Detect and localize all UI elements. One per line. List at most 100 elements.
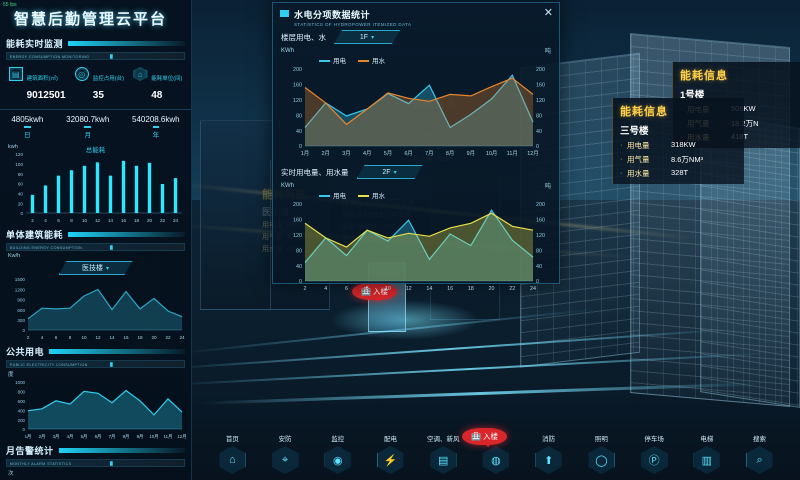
kpi-row: ▤ 建筑面积(㎡) 9012501 ◎ 监控占用(台) 35 ⌂ 能耗单位(间)…	[0, 67, 191, 103]
svg-text:2: 2	[27, 335, 30, 340]
svg-text:20: 20	[18, 201, 24, 206]
svg-text:4: 4	[324, 286, 327, 292]
floor-select-1f[interactable]: 1F ▾	[334, 30, 400, 44]
info-card-building-3[interactable]: 能耗信息 三号楼 · 用电量 318KW · 用气量 8.6万NM³ · 用水量 328T	[612, 98, 744, 184]
svg-text:7月: 7月	[109, 434, 116, 440]
page-title: 智慧后勤管理云平台	[14, 11, 168, 28]
section-header-alarm-statistics: 月告警统计	[0, 440, 191, 457]
nav-item-home[interactable]: 首页 ⌂	[208, 433, 256, 474]
svg-text:2月: 2月	[39, 434, 46, 440]
building-area-icon: ▤	[8, 67, 23, 81]
nav-item-security[interactable]: 安防 ⌖	[261, 433, 309, 474]
nav-item-parking[interactable]: 停车场 Ⓟ	[630, 433, 678, 474]
svg-text:20: 20	[151, 335, 157, 340]
svg-text:200: 200	[293, 202, 302, 208]
svg-text:40: 40	[536, 129, 542, 135]
svg-text:16: 16	[121, 218, 127, 223]
nav-item-search[interactable]: 搜索 ⌕	[736, 433, 784, 474]
svg-text:14: 14	[109, 335, 115, 340]
svg-text:200: 200	[18, 418, 26, 423]
kpi-value: 48	[151, 90, 163, 101]
svg-text:120: 120	[536, 98, 545, 104]
legend-item-water: 用水	[358, 55, 385, 65]
kpi-label: 能耗单位(间)	[151, 76, 183, 82]
chart-monthly-alarms: 次 010203040501月2月3月4月5月6月7月8月9月10月11月12月	[4, 469, 187, 480]
security-camera-icon: ⌖	[272, 446, 299, 474]
info-card-title: 能耗信息	[620, 106, 668, 118]
total-daily: 4805kwh 日	[11, 115, 43, 142]
section-header-energy-monitoring: 能耗实时监测	[0, 33, 191, 50]
svg-text:160: 160	[536, 83, 545, 89]
legend-item-electricity: 用电	[319, 55, 346, 65]
svg-text:40: 40	[536, 264, 542, 270]
floor-select-2f[interactable]: 2F ▾	[357, 165, 423, 179]
chart1-left-unit: KWh	[281, 47, 295, 54]
total-value: 540208.6kwh	[132, 115, 180, 124]
svg-text:120: 120	[293, 98, 302, 104]
svg-text:22: 22	[160, 218, 166, 223]
nav-item-fire-safety[interactable]: 消防 ⬆	[525, 433, 573, 474]
chart-public-electricity: 度 0 200 400 600 800 1000 1月 2月 3月 4月 5月 6月 7月 8月 9月 10月…	[4, 370, 187, 440]
svg-text:14: 14	[108, 218, 114, 223]
section-title-cn: 公共用电	[6, 347, 45, 357]
nav-item-power-distribution[interactable]: 配电 ⚡	[367, 433, 415, 474]
modal-chart1-legend-row: KWh 吨	[273, 44, 559, 56]
info-card-building: 1号楼	[680, 90, 705, 101]
info-row: · 用水量 328T	[620, 168, 689, 178]
svg-text:4月: 4月	[363, 150, 371, 157]
section-mark	[110, 460, 113, 466]
hydropower-statistics-modal[interactable]: 水电分项数据统计 STATISTICS OF HYDROPOWER ITEMIZ…	[272, 2, 560, 292]
svg-text:9月: 9月	[467, 150, 475, 157]
kpi-value: 35	[92, 90, 104, 101]
svg-text:1月: 1月	[301, 150, 309, 157]
svg-text:9月: 9月	[137, 434, 144, 440]
svg-text:80: 80	[18, 172, 24, 177]
svg-text:8: 8	[366, 286, 369, 292]
info-card-title: 能耗信息	[680, 70, 728, 82]
svg-text:12月: 12月	[527, 150, 538, 157]
svg-text:6: 6	[345, 286, 348, 292]
modal-title: 水电分项数据统计	[294, 10, 371, 20]
section-title-en: ENERGY CONSUMPTION MONITORING	[9, 53, 90, 59]
enter-building-badge-nav[interactable]: 🏥 入楼	[462, 428, 507, 447]
svg-text:200: 200	[293, 67, 302, 73]
fps-counter: 55 fps	[3, 2, 17, 8]
svg-text:40: 40	[18, 192, 24, 197]
nav-item-monitoring[interactable]: 监控 ◉	[314, 433, 362, 474]
svg-text:16: 16	[447, 286, 453, 292]
nav-label: 空调、新风	[426, 436, 460, 443]
svg-text:10: 10	[385, 286, 391, 292]
section-mark	[110, 361, 113, 367]
svg-text:400: 400	[18, 408, 26, 413]
svg-text:60: 60	[18, 182, 24, 187]
floor-select-value: 2F	[382, 169, 391, 176]
kpi-energy-units: ⌂ 能耗单位(间) 48	[133, 67, 182, 103]
info-card-building: 三号楼	[620, 126, 649, 137]
svg-text:11月: 11月	[507, 150, 518, 157]
modal-chart2-controls: 实时用电量、用水量 2F ▾	[273, 162, 559, 179]
building-select[interactable]: 医技楼 ▾	[59, 261, 133, 275]
total-yearly: 540208.6kwh 年	[132, 115, 180, 142]
nav-item-elevator[interactable]: 电梯 ▥	[683, 433, 731, 474]
nav-item-hvac[interactable]: 空调、新风 ▤	[419, 433, 467, 474]
section-accent-bar	[68, 41, 185, 46]
svg-text:3月: 3月	[342, 150, 350, 157]
svg-text:100: 100	[15, 162, 23, 167]
svg-text:8: 8	[70, 218, 73, 223]
kpi-building-area: ▤ 建筑面积(㎡) 9012501	[8, 67, 66, 103]
chart-title: 总能耗	[85, 147, 106, 154]
svg-text:24: 24	[179, 335, 185, 340]
kpi-camera-count: ◎ 监控占用(台) 35	[74, 67, 124, 103]
nav-label: 消防	[542, 436, 556, 443]
close-icon[interactable]: ✕	[543, 7, 553, 19]
info-row: · 用电量 318KW	[620, 140, 696, 150]
svg-text:40: 40	[296, 264, 302, 270]
enter-building-badge-tower[interactable]: 🏥 入楼	[352, 283, 397, 302]
nav-item-lighting[interactable]: 照明 ◯	[577, 433, 625, 474]
svg-text:1200: 1200	[15, 287, 26, 292]
total-unit: 日	[24, 126, 31, 139]
modal-chart1-controls: 楼层用电、水 1F ▾	[273, 27, 559, 44]
svg-text:4: 4	[44, 218, 47, 223]
chart-ylabel: 度	[8, 372, 14, 378]
